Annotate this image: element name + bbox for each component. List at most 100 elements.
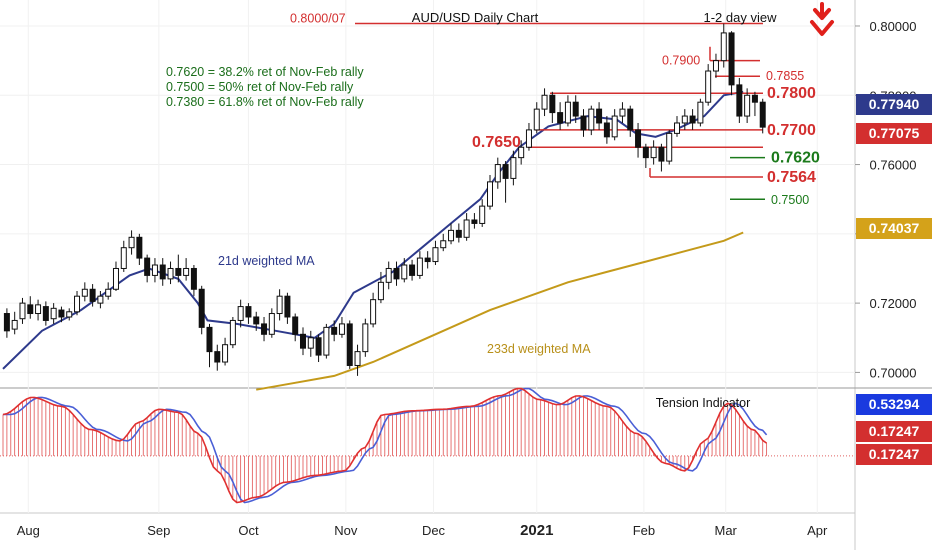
candle-body-up	[510, 157, 517, 179]
candle	[712, 53, 719, 78]
candle	[35, 299, 42, 321]
price-tick-label: 0.80000	[870, 19, 917, 34]
level-label: 0.7500	[771, 193, 809, 207]
candle	[440, 233, 447, 252]
time-tick-label: Aug	[17, 523, 40, 538]
price-axis: 0.800000.780000.760000.740000.720000.700…	[855, 19, 932, 380]
candle	[728, 31, 735, 96]
candle-body-up	[533, 108, 540, 131]
candle-body-down	[245, 306, 252, 318]
candle	[214, 344, 221, 371]
candle-body-down	[190, 267, 197, 290]
candle	[292, 313, 299, 342]
candle-body-down	[214, 351, 221, 363]
candle-body-down	[549, 94, 556, 114]
time-tick-label: Apr	[807, 523, 828, 538]
candle-body-down	[736, 84, 743, 117]
candle	[151, 258, 158, 283]
candle	[261, 316, 268, 342]
candle-body-up	[370, 299, 377, 325]
candle	[144, 254, 151, 283]
candle-body-up	[323, 326, 330, 356]
candle-body-up	[222, 344, 229, 363]
retracement-note-3: 0.7380 = 61.8% ret of Nov-Feb rally	[166, 95, 364, 109]
candle-body-down	[58, 309, 65, 318]
ma21-label: 21d weighted MA	[218, 254, 315, 268]
chart-title: AUD/USD Daily Chart	[412, 10, 539, 25]
time-axis: Aug Sep Oct Nov Dec 2021 Feb Mar Apr	[17, 522, 828, 539]
candle-body-up	[276, 295, 283, 315]
candle	[346, 320, 353, 369]
candle-body-up	[494, 164, 501, 183]
time-tick-label: Feb	[633, 523, 655, 538]
candle	[751, 91, 758, 117]
candle	[510, 150, 517, 186]
candle-body-up	[167, 267, 174, 280]
candle	[635, 122, 642, 158]
price-badge	[856, 123, 932, 144]
candle-body-down	[580, 115, 587, 131]
candle	[198, 285, 205, 335]
candle	[603, 116, 610, 144]
candle	[416, 251, 423, 279]
candle-body-up	[35, 304, 42, 315]
retracement-note-1: 0.7620 = 38.2% ret of Nov-Feb rally	[166, 65, 364, 79]
candle	[74, 291, 81, 316]
level-label: 0.7620	[771, 150, 820, 167]
candle	[323, 323, 330, 359]
candle	[136, 233, 143, 266]
candle-body-down	[292, 316, 299, 335]
level-label: 0.7800	[767, 85, 816, 102]
candle-body-down	[261, 323, 268, 335]
candle-body-up	[229, 319, 236, 346]
level-label: 0.7564	[767, 169, 816, 186]
candle	[268, 308, 275, 338]
candle-body-down	[689, 115, 696, 124]
candle	[89, 284, 96, 307]
candle-body-up	[112, 267, 119, 290]
candle-body-up	[588, 108, 595, 131]
candle-body-down	[603, 122, 610, 138]
candle	[377, 271, 384, 304]
candle	[401, 258, 408, 283]
time-tick-label: Oct	[238, 523, 259, 538]
candle-body-down	[144, 257, 151, 276]
candle	[627, 105, 634, 137]
candle	[759, 98, 766, 134]
candle-body-down	[136, 236, 143, 259]
candle	[564, 95, 571, 127]
candle-body-up	[74, 295, 81, 313]
candle-body-up	[487, 181, 493, 207]
candle	[276, 289, 283, 321]
candle	[112, 261, 119, 291]
candle-body-up	[712, 60, 719, 72]
price-tick-label: 0.70000	[870, 365, 917, 380]
candle	[307, 330, 314, 357]
candle	[315, 334, 322, 363]
candle-body-up	[307, 337, 314, 349]
candle	[666, 129, 673, 165]
candle-body-up	[674, 122, 681, 134]
tension-indicator-title: Tension Indicator	[656, 396, 751, 410]
candle-body-down	[89, 288, 96, 302]
candle	[541, 88, 548, 117]
candle-body-down	[409, 264, 416, 276]
ma233-label: 233d weighted MA	[487, 342, 591, 356]
candle-body-up	[105, 288, 112, 297]
tension-indicator-pane: 0.53294 0.17247 0.17247	[0, 387, 932, 504]
candle	[27, 296, 34, 319]
candle	[81, 282, 88, 302]
candle	[42, 301, 49, 326]
candle-body-up	[525, 129, 532, 148]
candle-body-up	[541, 94, 548, 110]
candle-body-up	[183, 267, 190, 276]
candle	[167, 261, 174, 285]
candle-body-up	[619, 108, 626, 117]
candle-body-up	[518, 146, 525, 159]
candle	[105, 282, 112, 300]
candle	[58, 306, 65, 323]
candle-body-up	[66, 311, 73, 318]
candle-body-down	[424, 257, 431, 263]
candle	[50, 303, 57, 324]
candle-body-up	[354, 351, 361, 366]
